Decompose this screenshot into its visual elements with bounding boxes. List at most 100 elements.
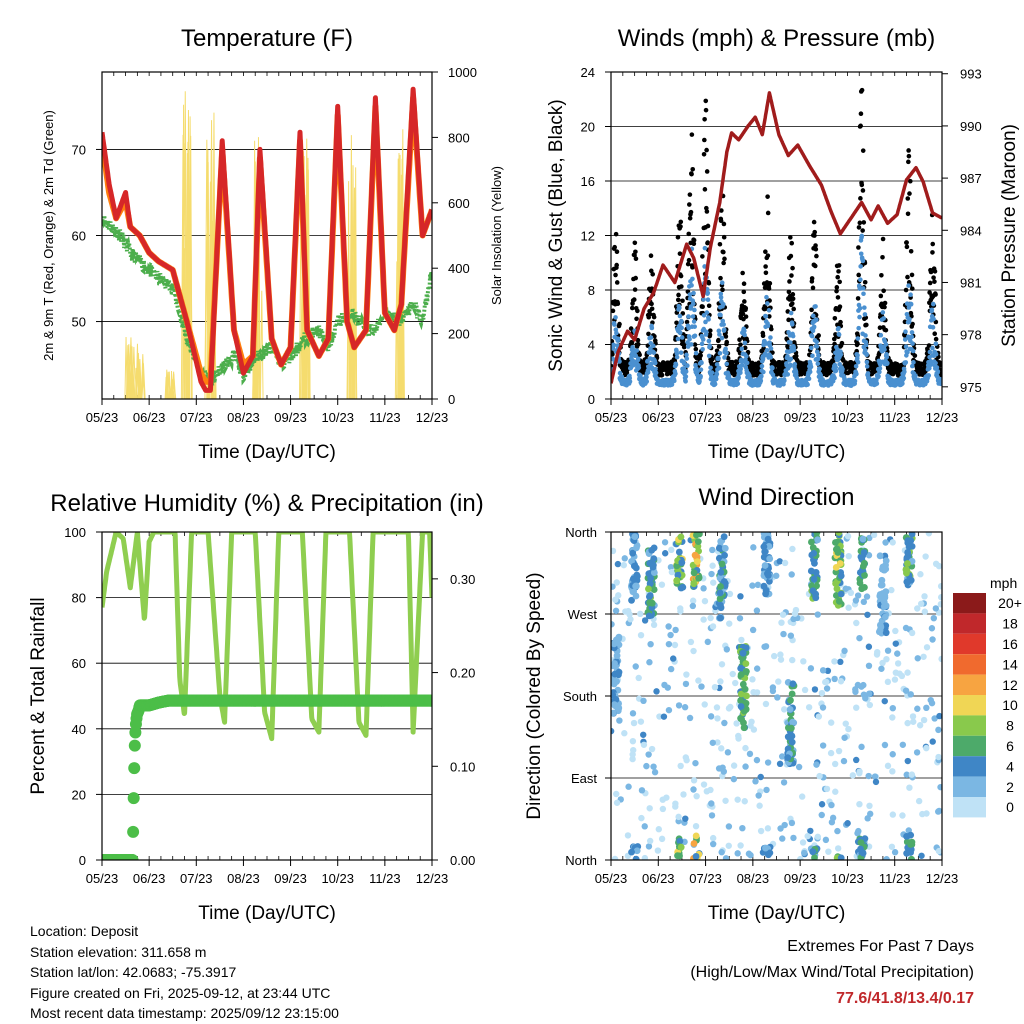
gust-point — [677, 251, 683, 256]
sonic-wind-point — [927, 349, 933, 355]
wind-direction-point — [611, 855, 619, 860]
wind-direction-point — [647, 640, 654, 648]
wind-direction-point — [737, 703, 745, 710]
wind-direction-point — [632, 663, 639, 670]
sonic-wind-point — [706, 353, 712, 359]
gust-point — [612, 244, 617, 250]
sonic-wind-point — [611, 342, 616, 348]
chart-panel-2: Winds (mph) & Pressure (mb) Time (Day/UTC… — [546, 25, 1020, 463]
wind-direction-point — [690, 840, 698, 847]
sonic-wind-point — [648, 361, 654, 367]
wind-direction-point — [845, 604, 852, 611]
sonic-wind-point — [644, 379, 650, 384]
wind-direction-point — [717, 678, 724, 685]
wind-direction-point — [813, 532, 821, 536]
wind-direction-point — [690, 786, 697, 793]
wind-direction-point — [935, 847, 942, 855]
wind-direction-point — [841, 647, 848, 655]
wind-direction-point — [764, 572, 772, 579]
sonic-wind-point — [689, 283, 694, 288]
wind-direction-point — [889, 811, 897, 818]
legend-label: 18 — [1002, 616, 1018, 632]
sonic-wind-point — [765, 301, 770, 306]
x-tick-label: 12/23 — [926, 871, 959, 886]
wind-direction-point — [938, 655, 942, 663]
sonic-wind-point — [768, 335, 773, 340]
y-tick-label: 8 — [588, 283, 595, 298]
wind-direction-point — [823, 785, 831, 793]
wind-direction-point — [625, 607, 632, 615]
legend-label: 14 — [1002, 656, 1018, 672]
legend-label: 6 — [1006, 738, 1014, 754]
sonic-wind-point — [906, 283, 911, 288]
sonic-wind-point — [716, 356, 721, 361]
sonic-wind-point — [908, 292, 913, 297]
wind-direction-point — [832, 539, 839, 546]
gust-point — [835, 274, 840, 280]
gust-point — [679, 284, 684, 289]
wind-direction-point — [655, 826, 662, 833]
wind-direction-point — [908, 855, 915, 860]
wind-direction-point — [720, 533, 728, 541]
gust-point — [813, 243, 818, 248]
gust-point — [611, 308, 616, 314]
wind-direction-point — [718, 661, 726, 668]
gust-point — [613, 272, 618, 278]
sonic-wind-point — [902, 369, 907, 375]
wind-direction-point — [864, 611, 871, 618]
y2-tick-label: 978 — [960, 328, 982, 343]
x-tick-label: 10/23 — [321, 410, 354, 425]
extremes-panel: Extremes For Past 7 Days (High/Low/Max W… — [690, 934, 974, 1012]
gust-point — [721, 260, 726, 266]
wind-direction-point — [844, 820, 851, 827]
wind-direction-point — [717, 568, 725, 576]
wind-direction-point — [787, 696, 794, 704]
gust-point — [703, 98, 709, 104]
gust-point — [928, 269, 934, 275]
wind-direction-point — [904, 578, 911, 586]
sonic-wind-point — [739, 362, 745, 368]
sonic-wind-point — [931, 316, 936, 322]
gust-point — [687, 192, 693, 197]
sonic-wind-point — [648, 335, 654, 340]
y2-tick-label: 800 — [448, 130, 470, 145]
sonic-wind-point — [933, 341, 939, 347]
wind-direction-point — [687, 638, 695, 646]
gust-point — [611, 352, 615, 357]
sonic-wind-point — [764, 347, 770, 353]
wind-direction-point — [693, 792, 700, 800]
wind-direction-point — [613, 799, 621, 806]
sonic-wind-point — [717, 350, 723, 356]
wind-direction-point — [674, 852, 681, 860]
plot-area — [102, 532, 432, 860]
recent-timestamp: Most recent data timestamp: 2025/09/12 2… — [30, 1005, 339, 1021]
wind-direction-point — [862, 695, 869, 702]
sonic-wind-point — [913, 373, 918, 378]
station-info: Location: Deposit Station elevation: 311… — [30, 921, 339, 1024]
sonic-wind-point — [738, 366, 743, 372]
y-tick-label: 12 — [581, 229, 595, 244]
wind-direction-point — [860, 598, 868, 606]
gust-point — [767, 281, 773, 286]
wind-direction-point — [693, 558, 701, 566]
wind-direction-point — [835, 597, 843, 605]
x-tick-label: 08/23 — [227, 871, 260, 886]
wind-direction-point — [822, 678, 829, 686]
wind-direction-point — [683, 757, 690, 764]
sonic-wind-point — [759, 363, 765, 369]
wind-direction-point — [736, 615, 744, 622]
wind-direction-point — [835, 532, 843, 536]
gust-point — [721, 249, 726, 255]
sonic-wind-point — [810, 353, 815, 359]
sonic-wind-point — [636, 365, 642, 370]
wind-direction-point — [923, 810, 930, 817]
x-axis-label: Time (Day/UTC) — [198, 903, 336, 924]
sonic-wind-point — [645, 370, 651, 375]
wind-direction-point — [730, 762, 738, 769]
sonic-wind-point — [788, 340, 793, 345]
wind-direction-point — [891, 849, 899, 856]
sonic-wind-point — [880, 310, 886, 315]
wind-direction-point — [766, 577, 773, 585]
wind-direction-point — [677, 762, 684, 770]
sonic-wind-point — [699, 360, 704, 366]
